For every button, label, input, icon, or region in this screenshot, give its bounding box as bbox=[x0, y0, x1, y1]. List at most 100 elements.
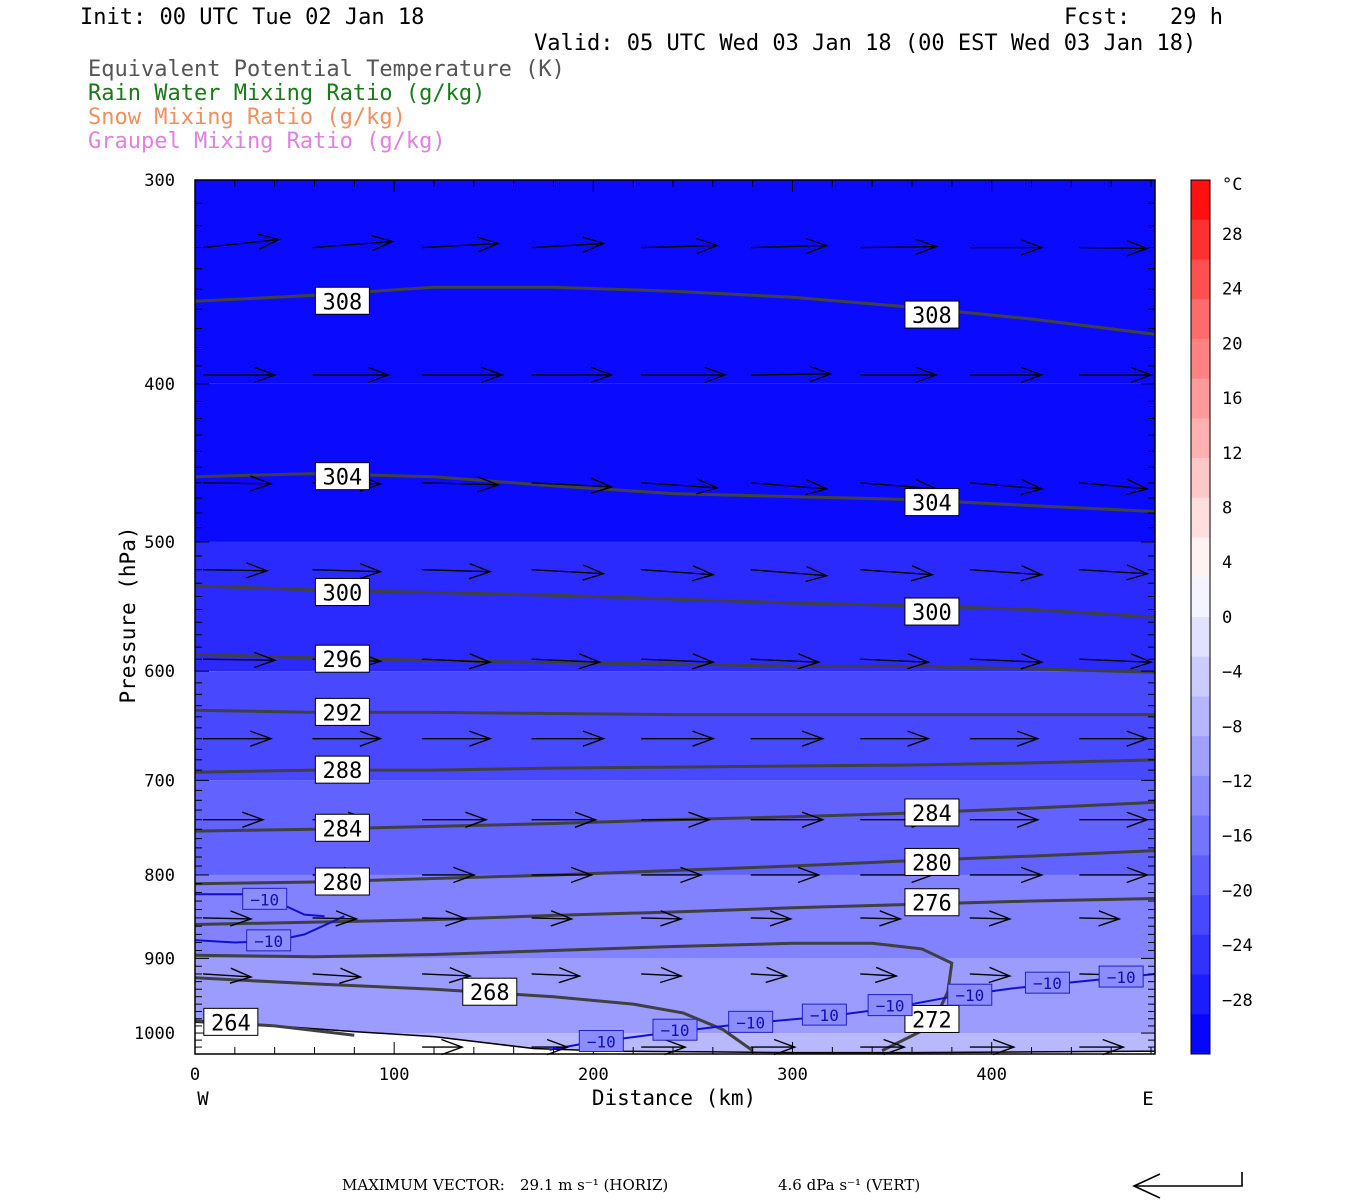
theta-e-label: 296 bbox=[323, 648, 363, 673]
temp-label: −10 bbox=[661, 1021, 690, 1040]
wind-vector bbox=[531, 966, 582, 984]
colorbar-tick-label: −8 bbox=[1222, 717, 1242, 737]
theta-e-label-box bbox=[314, 286, 370, 315]
wind-vector-shaft bbox=[969, 973, 1010, 977]
wind-vector-head bbox=[441, 1038, 465, 1056]
theta-e-label-box bbox=[314, 578, 370, 607]
wind-vector-head bbox=[257, 233, 282, 250]
wind-vector-head bbox=[359, 730, 383, 747]
colorbar-tick-label: 4 bbox=[1222, 553, 1232, 573]
wind-vector bbox=[750, 237, 829, 255]
wind-vector-head bbox=[453, 866, 477, 884]
x-tick-label: 100 bbox=[379, 1065, 410, 1085]
x-tick-label: 300 bbox=[777, 1065, 808, 1085]
y-tick-label: 300 bbox=[144, 171, 175, 191]
wind-vector bbox=[641, 653, 716, 670]
wind-vector bbox=[860, 238, 939, 255]
colorbar-frame bbox=[1190, 179, 1211, 1055]
wind-vector-shaft bbox=[202, 569, 268, 572]
wind-vector-head bbox=[797, 866, 821, 884]
temp-label: −10 bbox=[876, 997, 905, 1016]
wind-vector-shaft bbox=[641, 658, 714, 663]
colorbar-tick-label: 16 bbox=[1222, 389, 1242, 409]
wind-vector-shaft bbox=[969, 917, 1010, 920]
wind-vector bbox=[969, 366, 1044, 384]
wind-vector bbox=[422, 910, 469, 927]
temp-label: −10 bbox=[736, 1013, 765, 1032]
wind-vector bbox=[531, 910, 574, 927]
colorbar-swatch bbox=[1191, 696, 1210, 737]
temp-label-box bbox=[947, 983, 993, 1006]
wind-vector-head bbox=[809, 365, 833, 383]
wind-vector bbox=[422, 966, 473, 984]
wind-vector-shaft bbox=[750, 917, 791, 920]
wind-vector-head bbox=[1020, 478, 1044, 496]
colorbar-swatch bbox=[1191, 259, 1210, 300]
temp-label-box bbox=[652, 1018, 698, 1041]
colorbar-tick-label: 28 bbox=[1222, 225, 1242, 245]
wind-vector bbox=[422, 476, 501, 493]
colorbar-tick-label: 12 bbox=[1222, 444, 1242, 464]
wind-vector-head bbox=[582, 730, 606, 747]
plot-frame bbox=[194, 179, 1156, 1055]
wind-vector bbox=[750, 910, 793, 927]
wind-vector bbox=[750, 1038, 797, 1056]
wind-vector-head bbox=[582, 236, 606, 253]
wind-vector-head bbox=[335, 910, 359, 927]
wind-vector-shaft bbox=[860, 973, 897, 977]
y-tick-label: 800 bbox=[144, 866, 175, 886]
wind-vector-head bbox=[797, 653, 821, 670]
wind-vector-head bbox=[468, 562, 493, 580]
wind-vector bbox=[422, 730, 493, 747]
wind-vector bbox=[641, 811, 712, 828]
theta-e-label: 284 bbox=[323, 817, 363, 842]
wind-vector bbox=[1079, 240, 1150, 257]
wind-vector bbox=[531, 866, 594, 884]
wind-vector-shaft bbox=[312, 569, 381, 573]
wind-vector-shaft bbox=[422, 242, 499, 249]
wind-vector bbox=[641, 730, 716, 747]
wind-vector-shaft bbox=[641, 569, 714, 576]
wind-vector bbox=[531, 564, 606, 581]
wind-vector bbox=[750, 811, 825, 828]
wind-vector-head bbox=[468, 653, 493, 670]
wind-vector-head bbox=[992, 1038, 1016, 1056]
wind-vector-head bbox=[660, 910, 684, 927]
wind-vector bbox=[750, 365, 833, 383]
colorbar-tick-label: −20 bbox=[1222, 881, 1253, 901]
colorbar-swatch bbox=[1191, 736, 1210, 777]
wind-vector-head bbox=[590, 366, 614, 384]
wind-vector-shaft bbox=[202, 917, 252, 920]
colorbar-swatch bbox=[1191, 815, 1210, 856]
init-time: Init: 00 UTC Tue 02 Jan 18 bbox=[80, 5, 425, 30]
temp-label-box bbox=[801, 1003, 847, 1026]
colorbar-swatch bbox=[1191, 775, 1210, 817]
wind-vector bbox=[422, 236, 501, 253]
theta-e-label: 276 bbox=[912, 892, 952, 917]
wind-vector-head bbox=[664, 1038, 688, 1056]
wind-vector-shaft bbox=[422, 973, 471, 977]
wind-vector-head bbox=[907, 730, 931, 747]
wind-vector-shaft bbox=[202, 482, 272, 485]
colorbar-tick-label: −12 bbox=[1222, 772, 1253, 792]
wind-vector bbox=[202, 562, 270, 579]
temp-label: −10 bbox=[1107, 968, 1136, 987]
wind-vector-shaft bbox=[1079, 658, 1152, 663]
wind-vector-head bbox=[481, 366, 505, 384]
wind-vector bbox=[422, 866, 477, 884]
wind-vector bbox=[1079, 366, 1154, 384]
wind-vector bbox=[860, 966, 899, 984]
wind-vector-shaft bbox=[860, 917, 901, 920]
wind-vector-head bbox=[910, 565, 935, 582]
wind-vector bbox=[312, 730, 383, 747]
wind-vector-head bbox=[874, 966, 899, 984]
wind-vector bbox=[641, 966, 684, 984]
wind-vector bbox=[969, 811, 1040, 828]
wind-vector bbox=[202, 910, 254, 927]
wind-vector bbox=[202, 651, 278, 669]
wind-vector-shaft bbox=[860, 245, 937, 249]
wind-vector-head bbox=[1098, 910, 1122, 927]
wind-vector bbox=[641, 1038, 688, 1056]
legend-graupel: Graupel Mixing Ratio (g/kg) bbox=[88, 129, 446, 154]
y-tick-label: 400 bbox=[144, 375, 175, 395]
